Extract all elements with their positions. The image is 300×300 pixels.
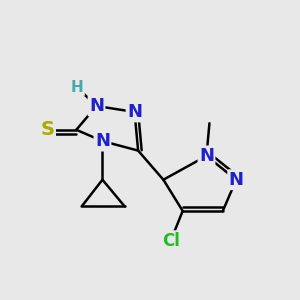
Text: N: N (199, 147, 214, 165)
Text: Cl: Cl (162, 232, 180, 250)
Text: N: N (89, 97, 104, 115)
Text: N: N (229, 171, 244, 189)
Text: N: N (127, 103, 142, 121)
Text: H: H (71, 80, 84, 95)
Text: N: N (95, 132, 110, 150)
Text: S: S (40, 120, 55, 139)
